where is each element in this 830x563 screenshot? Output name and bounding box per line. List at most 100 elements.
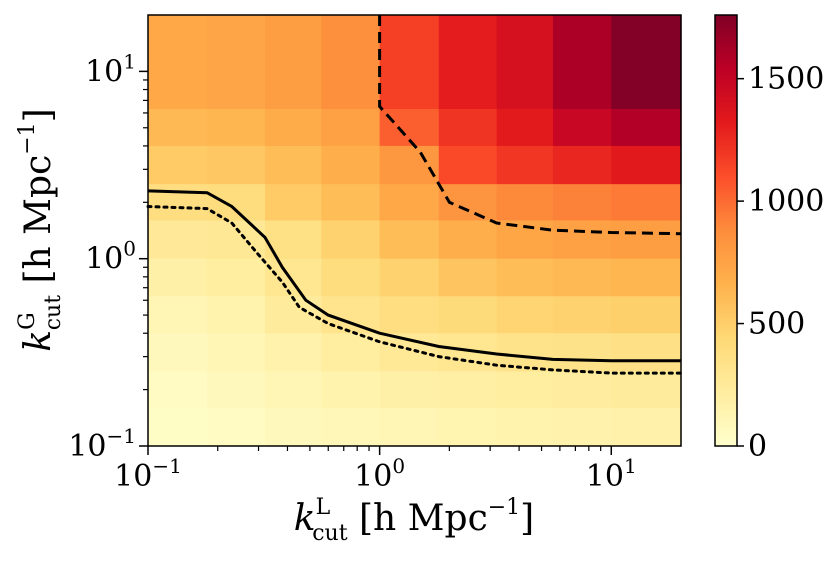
heatmap-cell (321, 184, 381, 222)
heatmap-cell (379, 145, 440, 185)
y-tick-label: 100 (85, 237, 136, 277)
heatmap-cell (207, 333, 266, 373)
heatmap-cell (611, 333, 682, 373)
heatmap-cell (552, 407, 612, 447)
heatmap-cell (438, 108, 498, 147)
heatmap-cell (496, 371, 554, 409)
heatmap-cell (496, 333, 554, 373)
heatmap-cell (496, 145, 554, 185)
heatmap-cell (207, 145, 266, 185)
heatmap-cell (148, 296, 208, 334)
heatmap-cell (552, 296, 612, 334)
heatmap-cell (379, 407, 440, 447)
heatmap-cell (611, 258, 682, 297)
contour-lines (146, 15, 683, 375)
heatmap-cell (379, 15, 440, 110)
plot-frame (147, 14, 682, 447)
heatmap-cell (438, 145, 498, 185)
heatmap-cell (379, 371, 440, 409)
heatmap-cell (265, 108, 322, 147)
heatmap-cell (207, 108, 266, 147)
contour-dotted (146, 205, 683, 375)
heatmap-cell (207, 184, 266, 222)
heatmap-cell (496, 108, 554, 147)
y-tick-label: 101 (85, 49, 136, 89)
heatmap-cell (379, 220, 440, 260)
heatmap-cell (207, 296, 266, 334)
colorbar-tick-label: 1500 (748, 62, 824, 97)
heatmap-cell (611, 108, 682, 147)
heatmap-cell (148, 407, 208, 447)
heatmap-cell (552, 220, 612, 260)
heatmap-cell (611, 184, 682, 222)
colorbar-tick-label: 0 (748, 429, 767, 464)
heatmap-cell (438, 15, 498, 110)
x-tick-label: 100 (354, 454, 405, 494)
heatmap-cell (496, 258, 554, 297)
heatmap-cell (438, 220, 498, 260)
heatmap-cell (552, 333, 612, 373)
heatmap-cell (496, 184, 554, 222)
heatmap-cell (265, 258, 322, 297)
heatmap-cell (265, 333, 322, 373)
heatmap-cell (611, 371, 682, 409)
heatmap-cell (379, 258, 440, 297)
heatmap-cell (321, 258, 381, 297)
heatmap-cell (611, 296, 682, 334)
heatmap-cell (438, 296, 498, 334)
heatmap-cell (321, 15, 381, 110)
heatmap-cell (321, 108, 381, 147)
heatmap-cell (148, 145, 208, 185)
heatmap-cell (207, 407, 266, 447)
heatmap-cell (321, 371, 381, 409)
colorbar-tick-label: 1000 (748, 184, 824, 219)
x-tick-label: 10−1 (114, 454, 182, 494)
heatmap-cell (552, 145, 612, 185)
y-tick-label: 10−1 (68, 424, 136, 464)
heatmap-cell (207, 371, 266, 409)
heatmap-cell (552, 371, 612, 409)
x-axis-label: kL cut [h Mpc−1] (294, 495, 534, 546)
heatmap-cell (148, 371, 208, 409)
x-tick-label: 101 (586, 454, 637, 494)
heatmap-cell (552, 184, 612, 222)
heatmap-cell (611, 220, 682, 260)
heatmap-cell (321, 407, 381, 447)
heatmap-cell (207, 15, 266, 110)
heatmap-cell (148, 220, 208, 260)
heatmap-cell (265, 145, 322, 185)
heatmap-cell (611, 15, 682, 110)
heatmap-cell (496, 296, 554, 334)
y-axis-ticks: 10−1 100 101 (68, 49, 148, 464)
heatmap-cell (496, 407, 554, 447)
heatmap-cell (148, 333, 208, 373)
heatmap-cell (148, 258, 208, 297)
heatmap-cell (265, 407, 322, 447)
heatmap-cell (148, 108, 208, 147)
heatmap-cell (379, 184, 440, 222)
contour-solid (147, 189, 681, 363)
colorbar (714, 14, 738, 447)
heatmap-cell (207, 258, 266, 297)
heatmap-cell (265, 184, 322, 222)
heatmap-cell (148, 15, 208, 110)
colorbar-ticks: 0 500 1000 1500 (737, 62, 824, 464)
y-axis-label: kGcut [h Mpc−1] (15, 108, 66, 351)
heatmap-cell (552, 15, 612, 110)
heatmap-cell (552, 258, 612, 297)
heatmap-cell (438, 184, 498, 222)
heatmap-cell (321, 220, 381, 260)
heatmap-cell (321, 145, 381, 185)
colorbar-tick-label: 500 (748, 307, 805, 342)
heatmap-cell (438, 407, 498, 447)
heatmap-cell (496, 15, 554, 110)
heatmap-cells (148, 15, 682, 447)
x-axis-ticks: 10−1 100 101 (114, 446, 637, 494)
contour-dashed (378, 15, 682, 236)
heatmap-cell (265, 15, 322, 110)
heatmap-cell (438, 371, 498, 409)
heatmap-cell (611, 145, 682, 185)
heatmap-cell (265, 371, 322, 409)
heatmap-cell (552, 108, 612, 147)
